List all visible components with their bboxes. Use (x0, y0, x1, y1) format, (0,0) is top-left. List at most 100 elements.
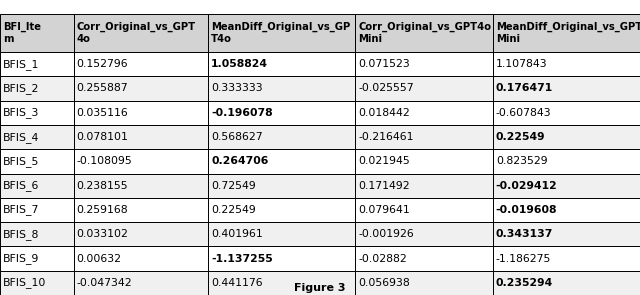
Bar (493, 246, 640, 271)
Text: 0.441176: 0.441176 (211, 278, 262, 288)
Bar (0, 101, 74, 125)
Bar (0, 76, 74, 101)
Text: 0.259168: 0.259168 (77, 205, 128, 215)
Bar (208, 101, 355, 125)
Text: 0.071523: 0.071523 (358, 59, 410, 69)
Bar (74, 125, 208, 149)
Text: -0.001926: -0.001926 (358, 229, 414, 239)
Text: 0.823529: 0.823529 (496, 156, 547, 166)
Bar (74, 14, 208, 52)
Text: 0.00632: 0.00632 (77, 253, 122, 263)
Text: -0.047342: -0.047342 (77, 278, 132, 288)
Text: 0.033102: 0.033102 (77, 229, 129, 239)
Text: 0.079641: 0.079641 (358, 205, 410, 215)
Bar (0, 222, 74, 246)
Text: MeanDiff_Original_vs_GPT4o
Mini: MeanDiff_Original_vs_GPT4o Mini (496, 22, 640, 44)
Bar (355, 246, 493, 271)
Text: -0.216461: -0.216461 (358, 132, 413, 142)
Text: -0.196078: -0.196078 (211, 108, 273, 118)
Text: BFI_Ite
m: BFI_Ite m (3, 22, 41, 44)
Text: 0.176471: 0.176471 (496, 83, 553, 94)
Bar (208, 173, 355, 198)
Bar (355, 101, 493, 125)
Text: 0.22549: 0.22549 (496, 132, 545, 142)
Text: BFIS_6: BFIS_6 (3, 180, 40, 191)
Bar (208, 14, 355, 52)
Bar (493, 76, 640, 101)
Text: Corr_Original_vs_GPT
4o: Corr_Original_vs_GPT 4o (77, 22, 196, 44)
Bar (208, 246, 355, 271)
Bar (0, 246, 74, 271)
Bar (355, 149, 493, 173)
Bar (0, 198, 74, 222)
Text: 0.238155: 0.238155 (77, 181, 128, 191)
Text: BFIS_9: BFIS_9 (3, 253, 40, 264)
Text: BFIS_1: BFIS_1 (3, 59, 40, 70)
Text: 0.021945: 0.021945 (358, 156, 410, 166)
Text: BFIS_8: BFIS_8 (3, 229, 40, 240)
Bar (493, 271, 640, 295)
Bar (74, 101, 208, 125)
Bar (355, 173, 493, 198)
Text: 0.22549: 0.22549 (211, 205, 256, 215)
Text: 0.035116: 0.035116 (77, 108, 129, 118)
Bar (493, 101, 640, 125)
Bar (0, 149, 74, 173)
Bar (493, 14, 640, 52)
Text: 0.056938: 0.056938 (358, 278, 410, 288)
Text: 0.078101: 0.078101 (77, 132, 129, 142)
Bar (0, 125, 74, 149)
Text: -0.025557: -0.025557 (358, 83, 414, 94)
Text: -0.019608: -0.019608 (496, 205, 557, 215)
Bar (74, 52, 208, 76)
Bar (493, 149, 640, 173)
Text: 1.107843: 1.107843 (496, 59, 547, 69)
Bar (208, 222, 355, 246)
Bar (208, 76, 355, 101)
Bar (355, 14, 493, 52)
Text: 0.255887: 0.255887 (77, 83, 128, 94)
Text: MeanDiff_Original_vs_GP
T4o: MeanDiff_Original_vs_GP T4o (211, 22, 350, 44)
Bar (0, 52, 74, 76)
Text: Figure 3: Figure 3 (294, 283, 346, 293)
Text: BFIS_5: BFIS_5 (3, 156, 40, 167)
Text: BFIS_3: BFIS_3 (3, 107, 40, 118)
Bar (74, 246, 208, 271)
Text: 1.058824: 1.058824 (211, 59, 268, 69)
Text: -0.607843: -0.607843 (496, 108, 552, 118)
Text: 0.264706: 0.264706 (211, 156, 268, 166)
Bar (74, 173, 208, 198)
Bar (493, 222, 640, 246)
Bar (493, 198, 640, 222)
Text: BFIS_4: BFIS_4 (3, 132, 40, 142)
Text: Corr_Original_vs_GPT4o
Mini: Corr_Original_vs_GPT4o Mini (358, 22, 492, 44)
Bar (493, 52, 640, 76)
Text: -1.137255: -1.137255 (211, 253, 273, 263)
Bar (74, 222, 208, 246)
Bar (208, 52, 355, 76)
Text: 0.401961: 0.401961 (211, 229, 263, 239)
Text: 0.72549: 0.72549 (211, 181, 256, 191)
Bar (208, 198, 355, 222)
Text: 0.568627: 0.568627 (211, 132, 262, 142)
Bar (74, 271, 208, 295)
Text: BFIS_7: BFIS_7 (3, 204, 40, 215)
Text: 0.018442: 0.018442 (358, 108, 410, 118)
Text: -0.029412: -0.029412 (496, 181, 557, 191)
Text: -1.186275: -1.186275 (496, 253, 551, 263)
Text: 0.171492: 0.171492 (358, 181, 410, 191)
Bar (355, 222, 493, 246)
Bar (0, 14, 74, 52)
Text: BFIS_10: BFIS_10 (3, 277, 46, 288)
Bar (208, 149, 355, 173)
Text: 0.343137: 0.343137 (496, 229, 553, 239)
Text: BFIS_2: BFIS_2 (3, 83, 40, 94)
Bar (0, 173, 74, 198)
Bar (74, 76, 208, 101)
Bar (355, 271, 493, 295)
Bar (74, 198, 208, 222)
Bar (355, 52, 493, 76)
Bar (355, 76, 493, 101)
Bar (208, 125, 355, 149)
Text: -0.02882: -0.02882 (358, 253, 407, 263)
